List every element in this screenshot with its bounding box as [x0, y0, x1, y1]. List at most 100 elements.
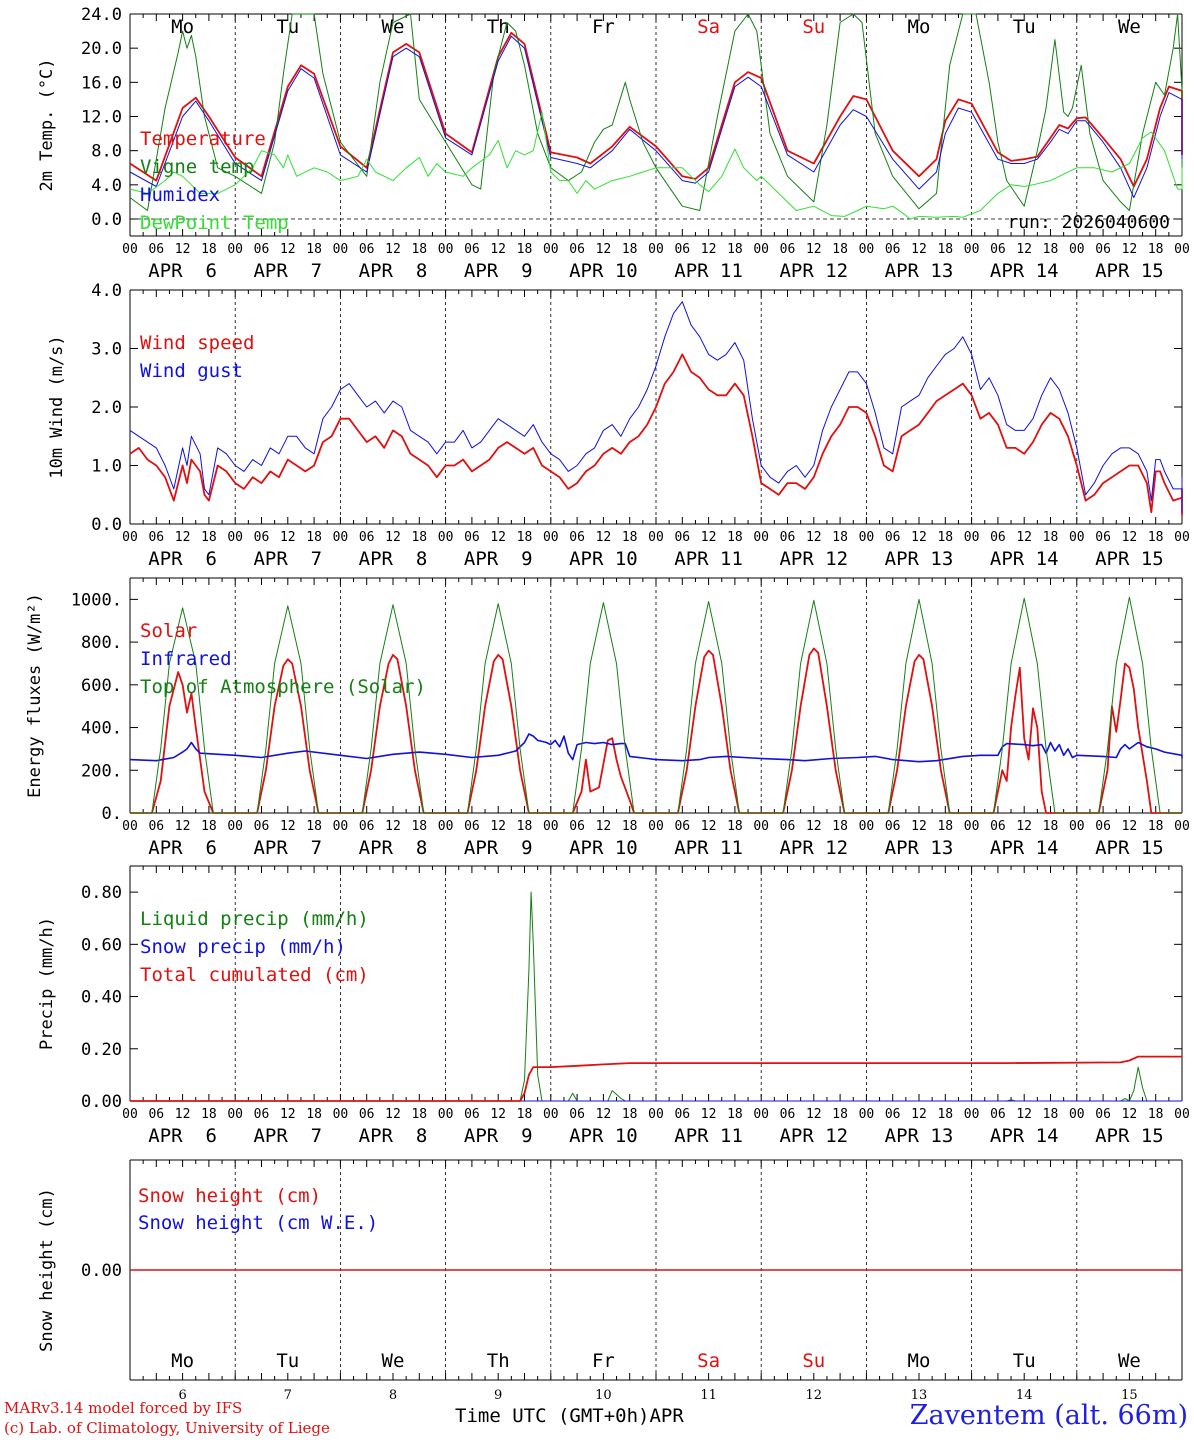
hour-tick-label: 00 [648, 1107, 664, 1122]
series-line-wind-gust [129, 301, 1183, 513]
hour-tick-label: 18 [1043, 242, 1059, 257]
hour-tick-label: 18 [1043, 1107, 1059, 1122]
hour-tick-label: 06 [674, 530, 690, 545]
y-tick-label: 0.0 [91, 210, 122, 230]
date-label: APR 15 [1095, 1125, 1164, 1147]
hour-tick-label: 18 [1148, 530, 1164, 545]
hour-tick-label: 18 [411, 242, 427, 257]
y-tick-label: 3.0 [91, 340, 122, 360]
date-label: APR 6 [148, 1125, 217, 1147]
series-line-infrared [129, 733, 1183, 763]
weekday-label: Sa [697, 16, 720, 38]
hour-tick-label: 00 [1174, 819, 1190, 834]
hour-tick-label: 12 [490, 819, 506, 834]
hour-tick-label: 06 [359, 242, 375, 257]
y-tick-label: 400. [81, 719, 122, 739]
date-label: APR 14 [990, 260, 1059, 282]
hour-tick-label: 18 [832, 242, 848, 257]
hour-tick-label: 00 [1174, 242, 1190, 257]
hour-tick-label: 00 [122, 242, 138, 257]
date-label: APR 12 [779, 260, 848, 282]
model-credit: MARv3.14 model forced by IFS [4, 1399, 243, 1417]
chart-panel-snow: 0.00 Snow height (cm) Mo Tu We Th Fr Sa Su Mo Tu We… [37, 1159, 1183, 1403]
y-tick-label: 800. [81, 633, 122, 653]
hour-tick-label: 12 [280, 1107, 296, 1122]
hour-tick-label: 18 [1148, 819, 1164, 834]
hour-tick-label: 06 [1095, 1107, 1111, 1122]
date-label: APR 10 [569, 1125, 638, 1147]
hour-tick-label: 00 [543, 530, 559, 545]
hour-tick-label: 00 [1174, 1107, 1190, 1122]
hour-tick-label: 12 [911, 242, 927, 257]
day-number-label: 9 [494, 1388, 502, 1403]
weekday-label: Th [487, 1350, 510, 1372]
hour-tick-label: 12 [175, 1107, 191, 1122]
hour-tick-label: 00 [227, 1107, 243, 1122]
y-tick-label: 16.0 [81, 73, 122, 93]
hour-tick-label: 18 [517, 1107, 533, 1122]
hour-tick-label: 00 [964, 242, 980, 257]
hour-tick-label: 06 [569, 242, 585, 257]
day-number-label: 8 [389, 1388, 397, 1403]
hour-tick-label: 12 [1122, 530, 1138, 545]
hour-tick-label: 00 [1069, 819, 1085, 834]
hour-tick-label: 18 [622, 530, 638, 545]
y-tick-label: 24.0 [81, 5, 122, 25]
hour-tick-label: 12 [911, 1107, 927, 1122]
hour-tick-label: 00 [438, 242, 454, 257]
hour-tick-label: 12 [1016, 530, 1032, 545]
legend-entry: Snow height (cm W.E.) [138, 1212, 378, 1234]
y-axis-title: 10m Wind (m/s) [47, 335, 67, 478]
hour-tick-label: 06 [990, 242, 1006, 257]
hour-tick-label: 12 [385, 530, 401, 545]
hour-tick-label: 06 [990, 1107, 1006, 1122]
hour-tick-label: 00 [859, 530, 875, 545]
hour-tick-label: 00 [964, 819, 980, 834]
series-line-total-cumulated-cm- [130, 1055, 1182, 1102]
hour-tick-label: 06 [674, 242, 690, 257]
y-axis-title: 2m Temp. (°C) [37, 58, 57, 191]
hour-tick-label: 06 [569, 530, 585, 545]
hour-tick-label: 12 [175, 819, 191, 834]
hour-tick-label: 00 [122, 530, 138, 545]
hour-tick-label: 00 [859, 1107, 875, 1122]
hour-tick-label: 06 [464, 242, 480, 257]
hour-tick-label: 06 [1095, 819, 1111, 834]
date-label: APR 6 [148, 548, 217, 570]
series-line-temperature [129, 31, 1183, 188]
date-label: APR 10 [569, 260, 638, 282]
hour-tick-label: 12 [596, 530, 612, 545]
hour-tick-label: 18 [937, 242, 953, 257]
y-tick-label: 8.0 [91, 142, 122, 162]
date-label: APR 11 [674, 837, 743, 859]
date-label: APR 6 [148, 837, 217, 859]
hour-tick-label: 06 [254, 530, 270, 545]
run-label: run: 2026040600 [1007, 212, 1170, 233]
y-tick-label: 0.00 [81, 1261, 122, 1281]
hour-tick-label: 18 [411, 530, 427, 545]
date-label: APR 13 [885, 548, 954, 570]
x-axis-unit: APR [649, 1405, 684, 1427]
day-number-label: 14 [1016, 1388, 1033, 1403]
hour-tick-label: 12 [806, 819, 822, 834]
y-tick-label: 1000. [71, 590, 122, 610]
y-tick-label: 2.0 [91, 398, 122, 418]
hour-tick-label: 00 [333, 1107, 349, 1122]
hour-tick-label: 06 [780, 530, 796, 545]
station-name: Zaventem (alt. 66m) [909, 1400, 1188, 1431]
day-number-label: 10 [595, 1388, 612, 1403]
hour-tick-label: 06 [359, 1107, 375, 1122]
hour-tick-label: 12 [911, 530, 927, 545]
hour-tick-label: 12 [1016, 1107, 1032, 1122]
chart-panel-precip: 0.00 0.20 0.40 0.60 0.80 Precip (mm/h) Liquid … [37, 865, 1190, 1147]
hour-tick-label: 18 [411, 1107, 427, 1122]
series-line-liquid-precip-mm-h- [130, 891, 1182, 1102]
date-label: APR 15 [1095, 260, 1164, 282]
hour-tick-label: 00 [753, 1107, 769, 1122]
legend-entry: Humidex [140, 184, 220, 206]
hour-tick-label: 18 [517, 242, 533, 257]
weekday-label: Mo [908, 16, 931, 38]
hour-tick-label: 00 [333, 530, 349, 545]
hour-tick-label: 06 [569, 1107, 585, 1122]
